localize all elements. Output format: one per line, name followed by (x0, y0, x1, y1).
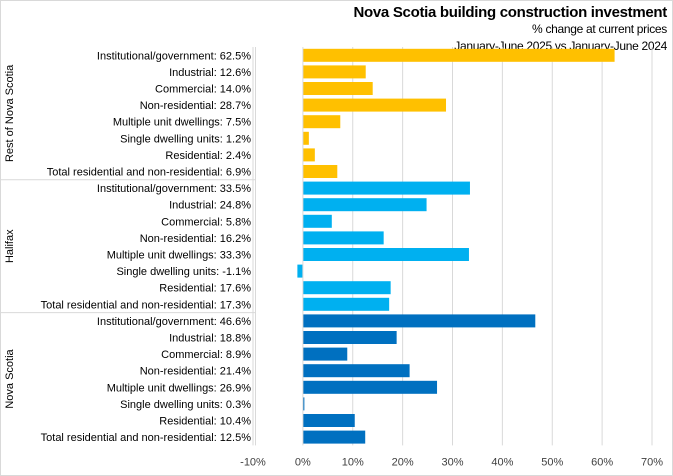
bar-nova-scotia (302, 331, 397, 344)
bar-rest-of-nova-scotia (302, 48, 615, 62)
x-tick-label: 70% (641, 456, 663, 468)
category-label: Residential: 2.4% (165, 150, 251, 162)
x-tick-label: 60% (591, 456, 613, 468)
category-label: Single dwelling units: 1.2% (120, 133, 251, 145)
x-tick-label: 0% (295, 456, 311, 468)
category-label: Non-residential: 16.2% (140, 233, 252, 245)
bar-halifax (297, 264, 303, 278)
bar-nova-scotia (302, 430, 366, 444)
x-tick-label: 20% (392, 456, 414, 468)
group-label: Halifax (4, 229, 16, 263)
group-label: Nova Scotia (4, 348, 16, 408)
bar-halifax (302, 297, 390, 311)
category-label: Institutional/government: 33.5% (97, 183, 251, 195)
chart-subtitle: % change at current prices (532, 22, 667, 36)
bar-nova-scotia (302, 364, 410, 378)
category-label: Non-residential: 21.4% (140, 366, 252, 378)
category-label: Single dwelling units: 0.3% (120, 399, 251, 411)
category-label: Industrial: 18.8% (169, 333, 251, 345)
category-label: Residential: 10.4% (159, 416, 251, 428)
bar-nova-scotia (302, 414, 355, 427)
bar-halifax (302, 281, 391, 295)
chart-title: Nova Scotia building construction invest… (353, 4, 667, 21)
bar-nova-scotia (302, 380, 438, 394)
bar-halifax (302, 198, 427, 212)
bar-rest-of-nova-scotia (302, 65, 366, 79)
bar-rest-of-nova-scotia (302, 82, 373, 95)
bar-nova-scotia (302, 314, 536, 328)
x-tick-label: 10% (342, 456, 364, 468)
bar-rest-of-nova-scotia (302, 131, 309, 145)
bar-rest-of-nova-scotia (302, 148, 315, 162)
x-tick-label: -10% (240, 456, 266, 468)
bar-rest-of-nova-scotia (302, 165, 338, 178)
category-label: Commercial: 5.8% (161, 216, 251, 228)
category-label: Multiple unit dwellings: 7.5% (113, 117, 251, 129)
bar-nova-scotia (302, 347, 348, 361)
category-label: Industrial: 24.8% (169, 200, 251, 212)
x-tick-label: 50% (541, 456, 563, 468)
bar-halifax (302, 248, 469, 261)
group-label: Rest of Nova Scotia (4, 64, 16, 162)
category-label: Institutional/government: 62.5% (97, 50, 251, 62)
category-label: Total residential and non-residential: 1… (41, 432, 252, 444)
bar-nova-scotia (302, 397, 305, 411)
x-tick-label: 30% (441, 456, 463, 468)
category-label: Single dwelling units: -1.1% (116, 266, 251, 278)
category-label: Institutional/government: 46.6% (97, 316, 251, 328)
bar-halifax (302, 181, 470, 195)
category-label: Non-residential: 28.7% (140, 100, 252, 112)
bar-rest-of-nova-scotia (302, 98, 447, 112)
category-label: Industrial: 12.6% (169, 67, 251, 79)
x-tick-label: 40% (491, 456, 513, 468)
bar-rest-of-nova-scotia (302, 115, 341, 129)
category-label: Residential: 17.6% (159, 283, 251, 295)
category-label: Total residential and non-residential: 1… (41, 299, 252, 311)
category-label: Commercial: 14.0% (155, 84, 251, 96)
bar-halifax (302, 231, 384, 245)
category-label: Total residential and non-residential: 6… (47, 167, 251, 179)
category-label: Multiple unit dwellings: 26.9% (107, 382, 252, 394)
category-label: Multiple unit dwellings: 33.3% (107, 250, 252, 262)
category-label: Commercial: 8.9% (161, 349, 251, 361)
bar-halifax (302, 214, 332, 228)
